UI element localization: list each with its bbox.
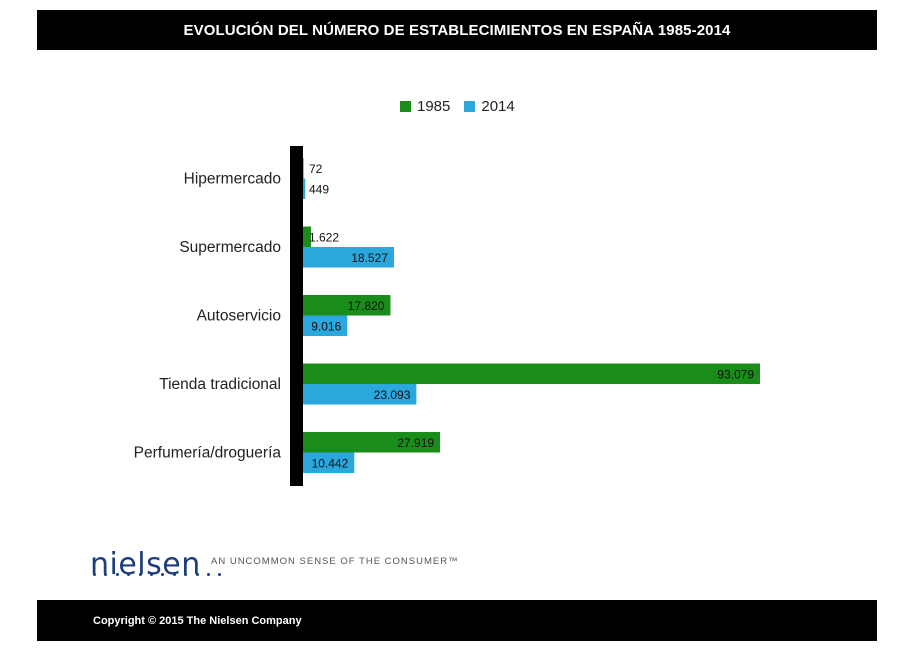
bar-1985-supermercado <box>303 226 311 247</box>
data-label-2014-tienda-tradicional: 23.093 <box>374 388 411 402</box>
legend: 1985 2014 <box>400 96 515 116</box>
legend-item-2014: 2014 <box>464 97 515 115</box>
bar-1985-perfumer-a-droguer-a <box>303 432 441 453</box>
bar-1985-tienda-tradicional <box>303 363 760 384</box>
legend-label-1985: 1985 <box>417 97 451 115</box>
data-label-2014-hipermercado: 449 <box>309 182 329 196</box>
bar-2014-tienda-tradicional <box>303 384 417 405</box>
nielsen-logo: nielsen <box>90 540 201 580</box>
chart-title: EVOLUCIÓN DEL NÚMERO DE ESTABLECIMIENTOS… <box>183 21 731 39</box>
bar-2014-hipermercado <box>303 178 306 199</box>
nielsen-tagline: AN UNCOMMON SENSE OF THE CONSUMER™ <box>211 556 459 567</box>
y-axis-line <box>290 146 303 486</box>
copyright-text: Copyright © 2015 The Nielsen Company <box>93 614 302 627</box>
category-label-autoservicio: Autoservicio <box>197 308 281 325</box>
legend-item-1985: 1985 <box>400 98 450 115</box>
data-label-1985-perfumer-a-droguer-a: 27.919 <box>397 436 434 450</box>
data-label-1985-autoservicio: 17.820 <box>348 299 385 313</box>
data-label-1985-supermercado: 1.622 <box>309 230 339 244</box>
bar-2014-supermercado <box>303 247 394 268</box>
nielsen-wordmark: nielsen <box>90 547 201 582</box>
bar-1985-autoservicio <box>303 295 391 316</box>
data-label-2014-supermercado: 18.527 <box>351 251 388 265</box>
data-label-2014-perfumer-a-droguer-a: 10.442 <box>312 456 349 470</box>
nielsen-logo-dots <box>93 573 222 576</box>
bar-1985-hipermercado <box>303 158 304 179</box>
data-label-1985-tienda-tradicional: 93.079 <box>717 367 754 381</box>
legend-swatch-1985 <box>400 100 411 112</box>
bar-2014-perfumer-a-droguer-a <box>303 452 355 473</box>
footer-bar: Copyright © 2015 The Nielsen Company <box>37 600 877 641</box>
category-label-hipermercado: Hipermercado <box>184 171 281 188</box>
chart-title-bar: EVOLUCIÓN DEL NÚMERO DE ESTABLECIMIENTOS… <box>37 10 877 50</box>
category-label-perfumer-a-droguer-a: Perfumería/droguería <box>134 445 282 462</box>
legend-label-2014: 2014 <box>481 97 515 115</box>
legend-swatch-2014 <box>464 100 476 112</box>
data-label-2014-autoservicio: 9.016 <box>311 319 341 333</box>
bar-2014-autoservicio <box>303 315 348 336</box>
category-label-supermercado: Supermercado <box>179 239 281 256</box>
data-label-1985-hipermercado: 72 <box>309 162 323 176</box>
category-label-tienda-tradicional: Tienda tradicional <box>159 376 281 393</box>
